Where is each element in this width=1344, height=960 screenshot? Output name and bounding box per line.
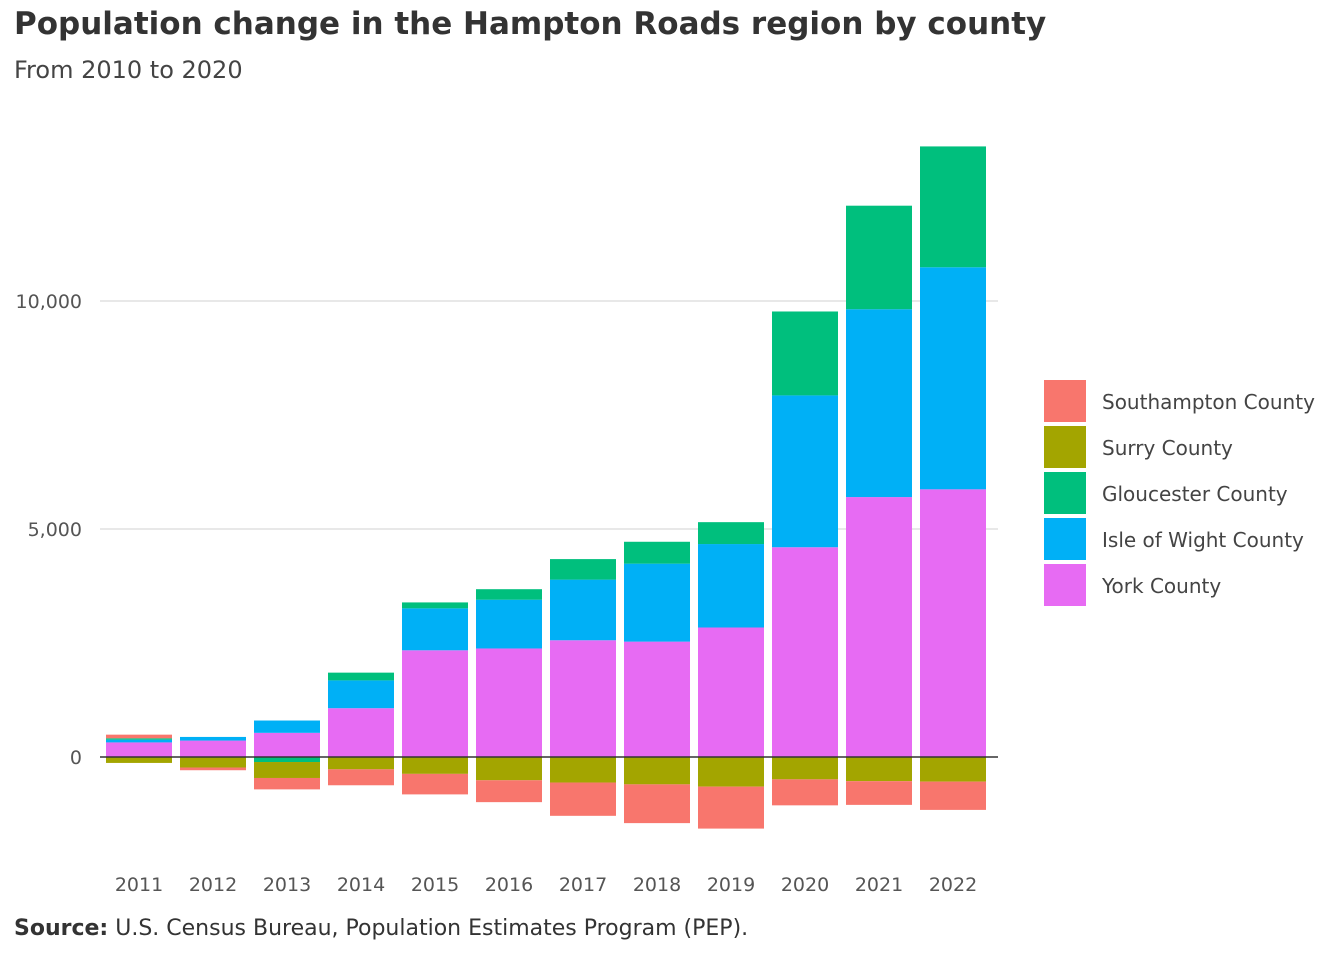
legend-swatch: [1044, 380, 1086, 422]
x-tick-label: 2015: [411, 874, 459, 896]
bar-segment: [920, 489, 986, 757]
bar-segment: [920, 267, 986, 490]
x-tick-label: 2020: [781, 874, 829, 896]
bar-segment: [550, 782, 616, 816]
bar-segment: [476, 599, 542, 649]
bar-segment: [106, 742, 172, 757]
bar-segment: [328, 672, 394, 681]
bar-segment: [772, 311, 838, 396]
legend-label: York County: [1101, 574, 1221, 598]
bar-segment: [328, 769, 394, 786]
x-tick-label: 2013: [263, 874, 311, 896]
legend-swatch: [1044, 518, 1086, 560]
bar-segment: [402, 602, 468, 609]
bar-segment: [550, 640, 616, 757]
bar-segment: [476, 589, 542, 600]
bar-segment: [180, 740, 246, 757]
source-label: Source:: [14, 916, 109, 941]
bar-segment: [772, 757, 838, 780]
bar-segment: [920, 146, 986, 268]
bar-segment: [624, 784, 690, 824]
y-tick-label: 0: [70, 747, 82, 769]
x-tick-label: 2012: [189, 874, 237, 896]
bar-segment: [772, 779, 838, 806]
bar-segment: [846, 497, 912, 757]
bar-segment: [846, 757, 912, 782]
bar-segment: [402, 608, 468, 651]
bar-segment: [846, 205, 912, 310]
axis-layer: 0 5,000 10,000 2011 2012 2013 2014 2015 2016 2017…: [16, 291, 998, 896]
legend-swatch: [1044, 564, 1086, 606]
bar-segment: [254, 757, 320, 763]
bar-segment: [476, 648, 542, 757]
bar-segment: [106, 739, 172, 743]
x-tick-label: 2021: [855, 874, 903, 896]
bar-segment: [180, 767, 246, 771]
bar-segment: [328, 757, 394, 770]
bar-segment: [698, 544, 764, 628]
chart-subtitle: From 2010 to 2020: [14, 56, 243, 84]
bar-segment: [254, 720, 320, 733]
bar-segment: [624, 541, 690, 564]
x-tick-label: 2011: [115, 874, 163, 896]
bar-segment: [106, 734, 172, 739]
x-tick-label: 2019: [707, 874, 755, 896]
source-text: U.S. Census Bureau, Population Estimates…: [115, 916, 749, 941]
bar-segment: [180, 757, 246, 768]
x-tick-label: 2022: [929, 874, 977, 896]
bar-segment: [772, 395, 838, 548]
bar-segment: [180, 736, 246, 741]
legend-swatch: [1044, 426, 1086, 468]
chart-title: Population change in the Hampton Roads r…: [14, 6, 1047, 42]
bar-segment: [772, 547, 838, 757]
bar-segment: [402, 773, 468, 795]
y-tick-label: 5,000: [28, 519, 82, 541]
legend: Southampton County Surry County Gloucester…: [1044, 380, 1315, 606]
legend-label: Isle of Wight County: [1102, 528, 1304, 552]
bar-segment: [328, 680, 394, 709]
legend-label: Surry County: [1102, 436, 1233, 460]
bar-segment: [698, 757, 764, 787]
bar-segment: [476, 780, 542, 803]
legend-swatch: [1044, 472, 1086, 514]
bar-segment: [698, 522, 764, 545]
bar-segment: [698, 627, 764, 757]
x-tick-label: 2014: [337, 874, 385, 896]
bar-segment: [402, 650, 468, 757]
bar-segment: [846, 781, 912, 805]
bar-segment: [106, 738, 172, 740]
bar-segment: [254, 732, 320, 757]
bar-segment: [550, 579, 616, 641]
bar-segment: [476, 757, 542, 781]
source-note: Source: U.S. Census Bureau, Population E…: [14, 916, 748, 941]
bar-segment: [550, 757, 616, 783]
bar-segment: [920, 757, 986, 782]
bar-segment: [550, 559, 616, 580]
x-tick-label: 2017: [559, 874, 607, 896]
bar-segment: [624, 641, 690, 757]
bar-segment: [624, 563, 690, 642]
bar-segment: [254, 762, 320, 778]
bars-layer: [106, 146, 986, 829]
bar-segment: [328, 708, 394, 757]
x-tick-label: 2018: [633, 874, 681, 896]
y-tick-label: 10,000: [16, 291, 82, 313]
legend-label: Gloucester County: [1102, 482, 1288, 506]
bar-segment: [846, 309, 912, 498]
legend-label: Southampton County: [1102, 390, 1315, 414]
bar-segment: [402, 757, 468, 774]
bar-segment: [920, 781, 986, 810]
bar-segment: [106, 757, 172, 763]
bar-segment: [254, 777, 320, 790]
x-tick-label: 2016: [485, 874, 533, 896]
bar-segment: [624, 757, 690, 785]
bar-segment: [698, 786, 764, 829]
